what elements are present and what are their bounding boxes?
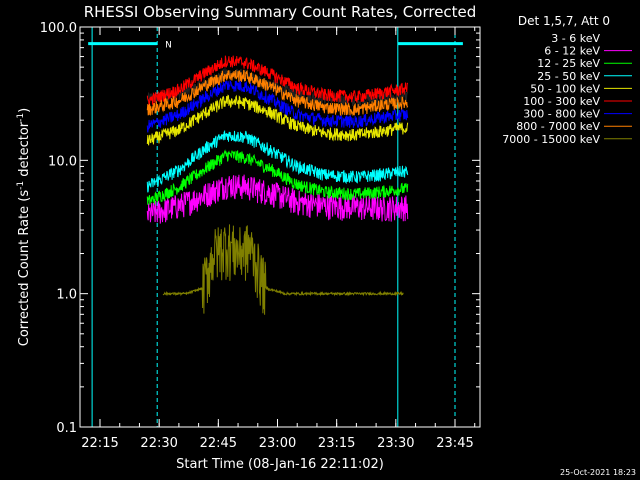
x-tick-label: 22:30 bbox=[140, 436, 177, 451]
legend-entry-label: 7000 - 15000 keV bbox=[502, 133, 600, 146]
y-axis-label: Corrected Count Rate (s-1 detector-1) bbox=[16, 108, 32, 346]
series-line bbox=[146, 129, 409, 193]
y-axis-label-part: detector bbox=[17, 121, 32, 181]
legend-entry-label: 3 - 6 keV bbox=[551, 32, 600, 45]
series-line bbox=[146, 69, 409, 117]
series-line bbox=[162, 224, 404, 315]
x-tick-label: 23:30 bbox=[377, 436, 414, 451]
series-line bbox=[146, 79, 409, 133]
legend-entry-label: 300 - 800 keV bbox=[523, 108, 600, 121]
x-tick-label: 22:45 bbox=[200, 436, 237, 451]
y-tick-label: 0.1 bbox=[56, 421, 77, 436]
y-axis-label-part: Corrected Count Rate (s bbox=[17, 190, 32, 347]
y-tick-label: 1.0 bbox=[56, 288, 77, 303]
y-tick-label: 10.0 bbox=[48, 154, 77, 169]
legend-entry-label: 6 - 12 keV bbox=[544, 45, 600, 58]
y-tick-label: 100.0 bbox=[40, 21, 77, 36]
series-line bbox=[146, 94, 409, 146]
y-axis-label-exp: -1 bbox=[16, 181, 26, 190]
x-tick-label: 23:45 bbox=[436, 436, 473, 451]
plot-area: N bbox=[88, 27, 463, 427]
y-axis-label-part: ) bbox=[17, 108, 32, 113]
legend-header: Det 1,5,7, Att 0 bbox=[518, 14, 610, 28]
legend-entry-label: 800 - 7000 keV bbox=[516, 120, 600, 133]
series-line bbox=[146, 55, 409, 107]
x-axis-label: Start Time (08-Jan-16 22:11:02) bbox=[176, 457, 384, 472]
plot-frame bbox=[79, 26, 481, 428]
chart-title: RHESSI Observing Summary Count Rates, Co… bbox=[84, 3, 477, 21]
saa-marker-label: N bbox=[165, 41, 172, 51]
series-line bbox=[146, 174, 409, 224]
legend-entry-label: 25 - 50 keV bbox=[537, 70, 600, 83]
x-tick-label: 23:00 bbox=[259, 436, 296, 451]
y-axis-label-exp: -1 bbox=[16, 113, 26, 122]
x-tick-label: 23:15 bbox=[318, 436, 355, 451]
legend-entry-label: 50 - 100 keV bbox=[530, 82, 600, 95]
legend-entry-label: 100 - 300 keV bbox=[523, 95, 600, 108]
series-line bbox=[146, 149, 409, 205]
legend-entry-label: 12 - 25 keV bbox=[537, 57, 600, 70]
x-axis: 22:15 22:30 22:45 23:00 23:15 23:30 23:45 bbox=[81, 27, 476, 451]
y-axis: 0.1 1.0 10.0 100.0 bbox=[40, 21, 480, 436]
x-tick-label: 22:15 bbox=[81, 436, 118, 451]
footer-date: 25-Oct-2021 18:23 bbox=[560, 468, 636, 477]
